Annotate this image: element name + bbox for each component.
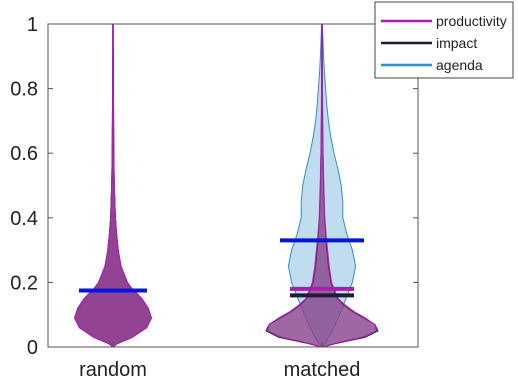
x-tick-label-matched: matched: [284, 359, 361, 381]
y-tick-label: 0: [27, 337, 38, 359]
x-axis-ticks: random matched: [79, 342, 360, 381]
legend: productivity impact agenda: [374, 1, 514, 79]
legend-label-agenda: agenda: [436, 57, 483, 73]
axes-box: [47, 23, 419, 348]
y-axis-ticks: 0 0.2 0.4 0.6 0.8 1: [10, 14, 418, 359]
y-tick-label: 0.4: [10, 208, 38, 230]
legend-label-impact: impact: [436, 35, 477, 51]
y-tick-label: 0.6: [10, 143, 38, 165]
x-tick-label-random: random: [79, 359, 147, 381]
y-tick-label: 1: [27, 14, 38, 36]
median-layer: [79, 238, 364, 298]
legend-box: [374, 1, 514, 79]
y-tick-label: 0.8: [10, 79, 38, 101]
y-tick-label: 0.2: [10, 272, 38, 294]
legend-label-productivity: productivity: [436, 13, 507, 29]
